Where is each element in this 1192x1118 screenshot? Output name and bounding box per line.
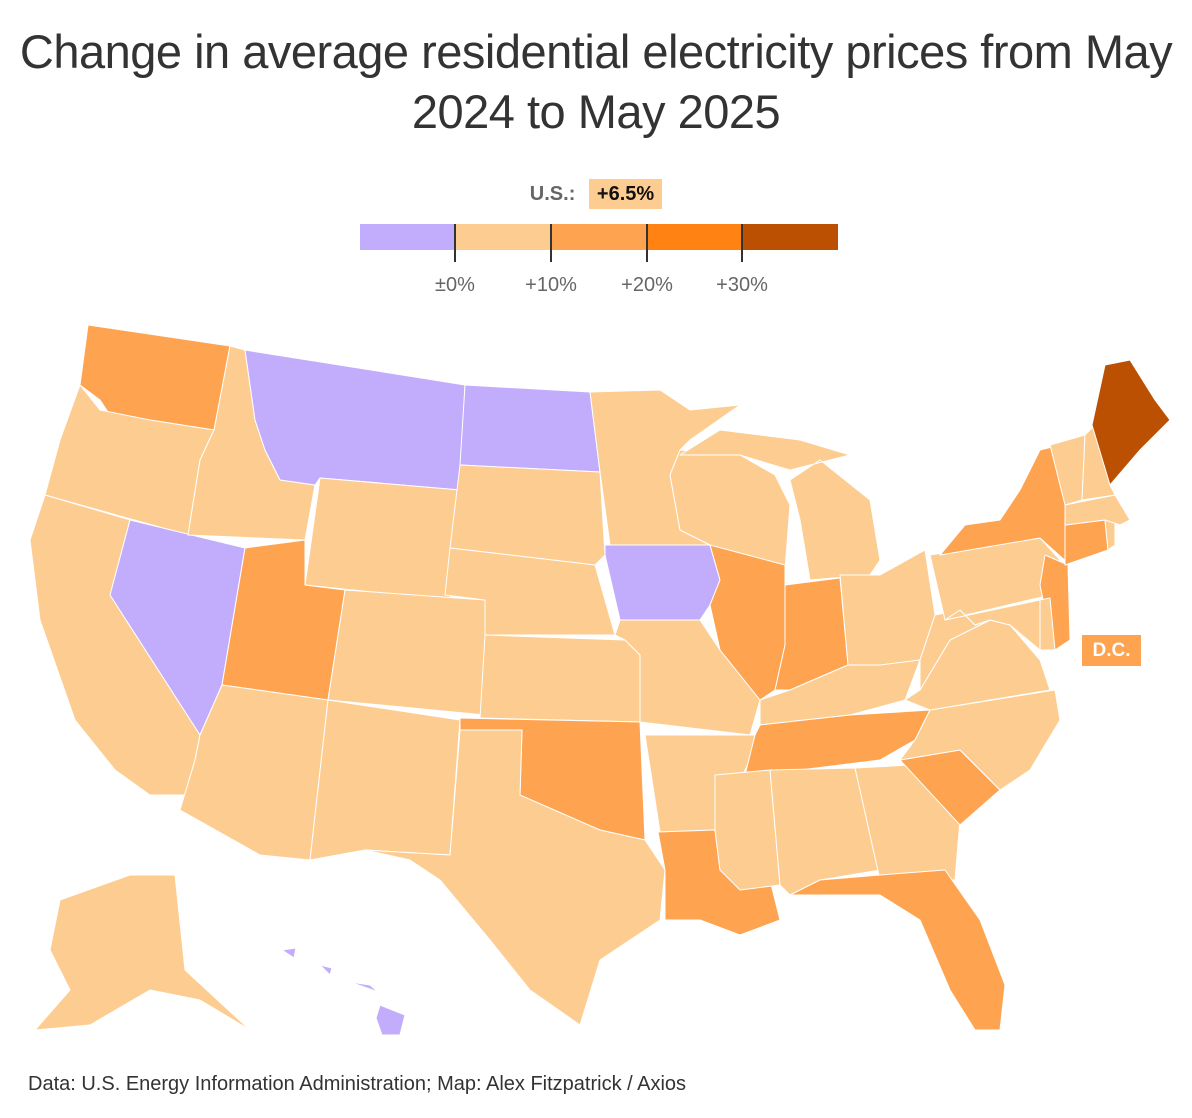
state-ma: [1064, 494, 1141, 526]
legend-swatch-30-plus: [742, 224, 838, 250]
legend-tick: [646, 224, 648, 262]
legend-tick: [741, 224, 743, 262]
state-tn: [744, 709, 931, 776]
chart-title: Change in average residential electricit…: [19, 25, 1173, 138]
legend-tick-label: ±0%: [435, 274, 475, 296]
legend-swatch-20-30: [646, 224, 743, 250]
state-ms: [714, 769, 781, 891]
us-summary-value: +6.5%: [588, 179, 663, 209]
state-mt: [244, 349, 466, 491]
state-ks: [479, 634, 641, 723]
us-summary: U.S.: +6.5%: [0, 179, 1192, 209]
dc-label: D.C.: [1082, 635, 1141, 666]
legend-tick: [454, 224, 456, 262]
state-nc: [899, 689, 1061, 791]
legend-tick-label: +10%: [525, 274, 577, 296]
legend-tick: [550, 224, 552, 262]
source-credit: Data: U.S. Energy Information Administra…: [28, 1073, 687, 1095]
state-ak: [34, 874, 251, 1031]
state-nd: [459, 384, 601, 473]
state-nm: [309, 699, 461, 861]
state-wy: [304, 477, 461, 601]
state-mi: [679, 429, 881, 581]
legend-swatch-0-10: [455, 224, 552, 250]
legend-tick-label: +20%: [621, 274, 673, 296]
legend-swatch-negative: [360, 224, 456, 250]
color-legend: [360, 224, 838, 250]
state-mo: [614, 619, 761, 736]
us-summary-label: U.S.:: [529, 183, 576, 205]
legend-swatch-10-20: [551, 224, 647, 250]
state-co: [327, 589, 486, 716]
state-ct: [1064, 519, 1109, 566]
state-ny: [939, 444, 1076, 566]
state-ia: [604, 544, 721, 621]
state-me: [1091, 359, 1171, 486]
state-sd: [449, 464, 606, 566]
legend-tick-label: +30%: [716, 274, 768, 296]
state-fl: [789, 869, 1006, 1031]
state-hi: [281, 947, 406, 1036]
state-de: [1039, 597, 1056, 651]
state-tx: [364, 729, 666, 1026]
